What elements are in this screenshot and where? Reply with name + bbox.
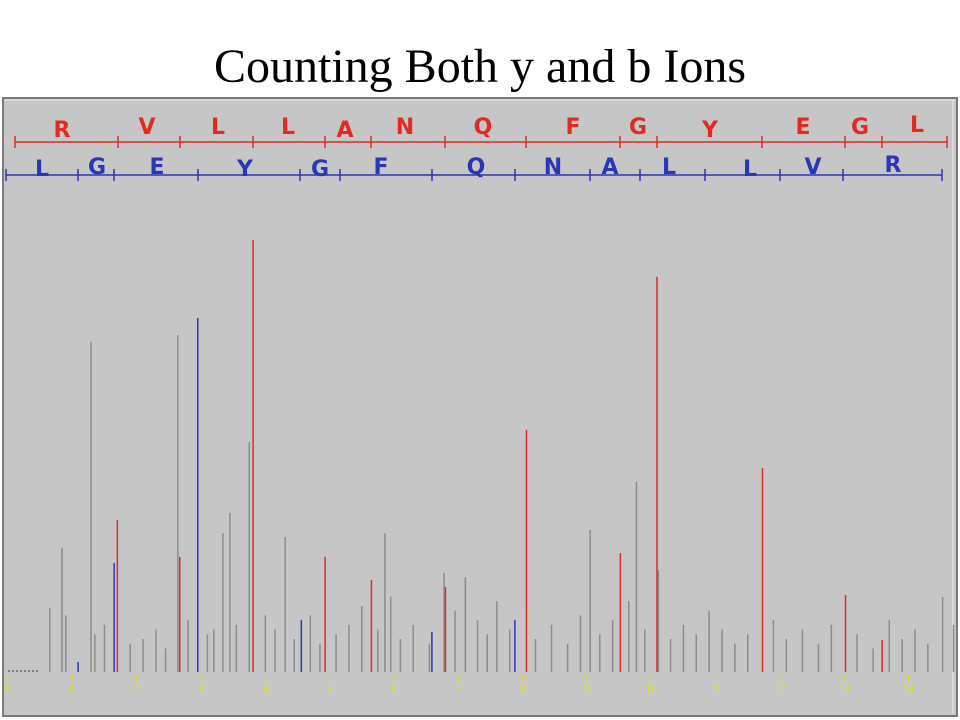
x-tick-label: 3 — [198, 684, 204, 695]
sequence-letter: G — [851, 115, 869, 140]
x-tick-label: 0 — [5, 684, 11, 695]
sequence-letter: V — [138, 115, 155, 140]
x-tick-label: 12 — [774, 684, 786, 695]
x-tick-label: 4 — [263, 684, 269, 695]
sequence-letter: R — [54, 118, 71, 143]
plot-panel — [2, 97, 958, 717]
x-tick-label: 2 — [134, 684, 140, 695]
sequence-letter: F — [565, 115, 580, 140]
sequence-letter: G — [629, 115, 647, 140]
sequence-letter: V — [804, 155, 821, 180]
sequence-letter: L — [910, 113, 924, 138]
sequence-letter: R — [885, 153, 902, 178]
sequence-letter: G — [88, 155, 106, 180]
sequence-letter: Q — [467, 155, 486, 180]
slide-title: Counting Both y and b Ions — [214, 40, 746, 93]
x-tick-label: 14 — [903, 684, 915, 695]
x-tick-label: 8 — [520, 684, 526, 695]
sequence-letter: N — [396, 115, 414, 140]
sequence-letter: L — [281, 115, 295, 140]
sequence-letter: A — [336, 118, 353, 143]
sequence-letter: Y — [701, 118, 719, 143]
sequence-letter: L — [662, 155, 676, 180]
sequence-letter: N — [544, 155, 562, 180]
sequence-letter: E — [795, 115, 810, 140]
sequence-letter: L — [35, 157, 49, 182]
x-tick-label: 13 — [839, 684, 851, 695]
sequence-letter: L — [743, 157, 757, 182]
sequence-letter: E — [149, 155, 164, 180]
x-tick-label: 7 — [455, 684, 461, 695]
x-tick-label: 5 — [327, 684, 333, 695]
sequence-letter: Q — [474, 115, 493, 140]
sequence-letter: F — [373, 155, 388, 180]
plot: R V L L A N Q F G Y E G LL G E Y G F Q N A L L V R0 1 2 3 4 5 6 7 8 9 10 11… — [5, 113, 955, 695]
sequence-letter: G — [311, 157, 329, 182]
x-tick-label: 10 — [646, 684, 658, 695]
sequence-letter: L — [211, 115, 225, 140]
sequence-letter: A — [601, 155, 618, 180]
x-tick-label: 9 — [584, 684, 590, 695]
x-tick-label: 6 — [391, 684, 397, 695]
x-tick-label: 1 — [70, 684, 76, 695]
x-tick-label: 11 — [710, 684, 721, 695]
sequence-letter: Y — [236, 157, 254, 182]
